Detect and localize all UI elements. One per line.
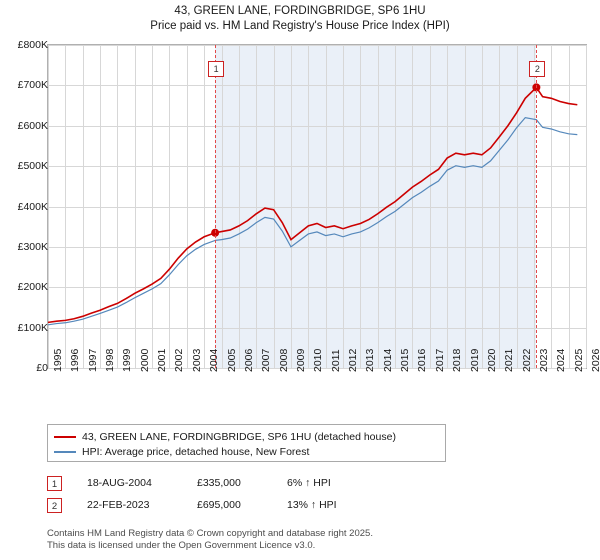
event-date-1: 18-AUG-2004 — [87, 477, 152, 489]
gridline-horizontal — [48, 206, 586, 208]
x-axis-tick: 2026 — [590, 348, 600, 372]
x-axis-tick: 2018 — [451, 348, 464, 372]
event-price-2: £695,000 — [197, 499, 241, 511]
gridline-horizontal — [48, 45, 586, 46]
y-axis-tick: £300K — [17, 240, 48, 253]
x-axis-tick: 2015 — [399, 348, 412, 372]
y-axis-tick: £700K — [17, 79, 48, 92]
legend-item-property: 43, GREEN LANE, FORDINGBRIDGE, SP6 1HU (… — [54, 430, 439, 444]
x-axis-tick: 1996 — [69, 348, 82, 372]
legend-label-hpi: HPI: Average price, detached house, New … — [82, 446, 310, 458]
gridline-horizontal — [48, 327, 586, 329]
series-line-property — [48, 86, 578, 324]
x-axis-tick: 1995 — [52, 348, 64, 372]
chart-title-line1: 43, GREEN LANE, FORDINGBRIDGE, SP6 1HU — [174, 5, 426, 17]
x-axis-tick: 2001 — [156, 348, 169, 372]
gridline-horizontal — [48, 85, 586, 87]
y-axis-tick: £0 — [36, 362, 48, 374]
y-axis-tick: £200K — [17, 281, 48, 294]
table-row: 2 22-FEB-2023 £695,000 13% ↑ HPI — [47, 494, 447, 516]
x-axis-tick: 2014 — [381, 348, 394, 372]
event-hpi-1: 6% ↑ HPI — [287, 477, 331, 489]
x-axis-tick: 2012 — [347, 348, 360, 372]
sale-events-table: 1 18-AUG-2004 £335,000 6% ↑ HPI 2 22-FEB… — [47, 472, 447, 516]
x-axis-tick: 2025 — [572, 348, 585, 372]
x-axis-tick: 2013 — [364, 348, 377, 372]
x-axis-tick: 1997 — [86, 348, 99, 372]
footer-line1: Contains HM Land Registry data © Crown c… — [47, 528, 373, 539]
y-axis-tick: £400K — [17, 200, 48, 213]
chart-legend: 43, GREEN LANE, FORDINGBRIDGE, SP6 1HU (… — [47, 424, 446, 462]
x-axis-tick: 2005 — [225, 348, 238, 372]
x-axis-tick: 2011 — [329, 349, 342, 372]
event-vertical-line-2 — [536, 45, 538, 368]
event-number-1: 1 — [47, 475, 62, 491]
series-lines — [48, 83, 578, 326]
x-axis-tick: 2009 — [294, 348, 307, 372]
legend-swatch-hpi — [54, 451, 76, 453]
event-hpi-2: 13% ↑ HPI — [287, 499, 337, 511]
x-axis-tick: 2008 — [277, 348, 290, 372]
x-axis-tick: 2006 — [242, 348, 255, 372]
footer-line2: This data is licensed under the Open Gov… — [47, 539, 316, 551]
event-vertical-line-1 — [215, 45, 217, 368]
x-axis-tick: 2021 — [503, 348, 516, 372]
legend-swatch-property — [54, 436, 76, 438]
attribution-footer: Contains HM Land Registry data © Crown c… — [47, 528, 592, 551]
gridline-horizontal — [48, 287, 586, 289]
series-line-hpi — [48, 117, 578, 326]
chart-title-line2: Price paid vs. HM Land Registry's House … — [150, 20, 450, 32]
event-date-2: 22-FEB-2023 — [87, 499, 150, 511]
gridline-horizontal — [48, 246, 586, 248]
event-number-2: 2 — [47, 497, 62, 513]
y-axis-tick: £100K — [17, 321, 48, 334]
gridline-horizontal — [48, 125, 586, 127]
x-axis-tick: 2019 — [468, 348, 481, 372]
event-marker-box-2: 2 — [529, 61, 546, 77]
x-axis-tick: 2022 — [520, 348, 533, 372]
event-price-1: £335,000 — [197, 477, 241, 489]
x-axis-tick: 2017 — [433, 348, 446, 372]
y-axis-tick: £500K — [17, 160, 48, 173]
x-axis-tick: 1998 — [104, 348, 117, 372]
x-axis-tick: 2002 — [173, 348, 186, 372]
x-axis-tick: 2016 — [416, 348, 429, 372]
legend-label-property: 43, GREEN LANE, FORDINGBRIDGE, SP6 1HU (… — [82, 431, 396, 443]
chart-title: 43, GREEN LANE, FORDINGBRIDGE, SP6 1HU P… — [0, 4, 600, 34]
x-axis-tick: 2004 — [208, 348, 221, 372]
event-marker-box-1: 1 — [208, 61, 225, 77]
y-axis-tick: £800K — [17, 39, 48, 51]
y-axis-tick: £600K — [17, 119, 48, 132]
gridline-vertical — [586, 45, 587, 368]
x-axis-tick: 1999 — [121, 348, 134, 372]
legend-item-hpi: HPI: Average price, detached house, New … — [54, 445, 439, 459]
gridline-horizontal — [48, 368, 586, 369]
x-axis-tick: 2007 — [260, 348, 273, 372]
gridline-horizontal — [48, 166, 586, 168]
x-axis-tick: 2003 — [190, 348, 203, 372]
table-row: 1 18-AUG-2004 £335,000 6% ↑ HPI — [47, 472, 447, 494]
x-axis-tick: 2023 — [537, 348, 550, 372]
x-axis-tick: 2000 — [138, 348, 151, 372]
x-axis-tick: 2010 — [312, 348, 325, 372]
x-axis-tick: 2020 — [485, 348, 498, 372]
x-axis-tick: 2024 — [555, 348, 568, 372]
